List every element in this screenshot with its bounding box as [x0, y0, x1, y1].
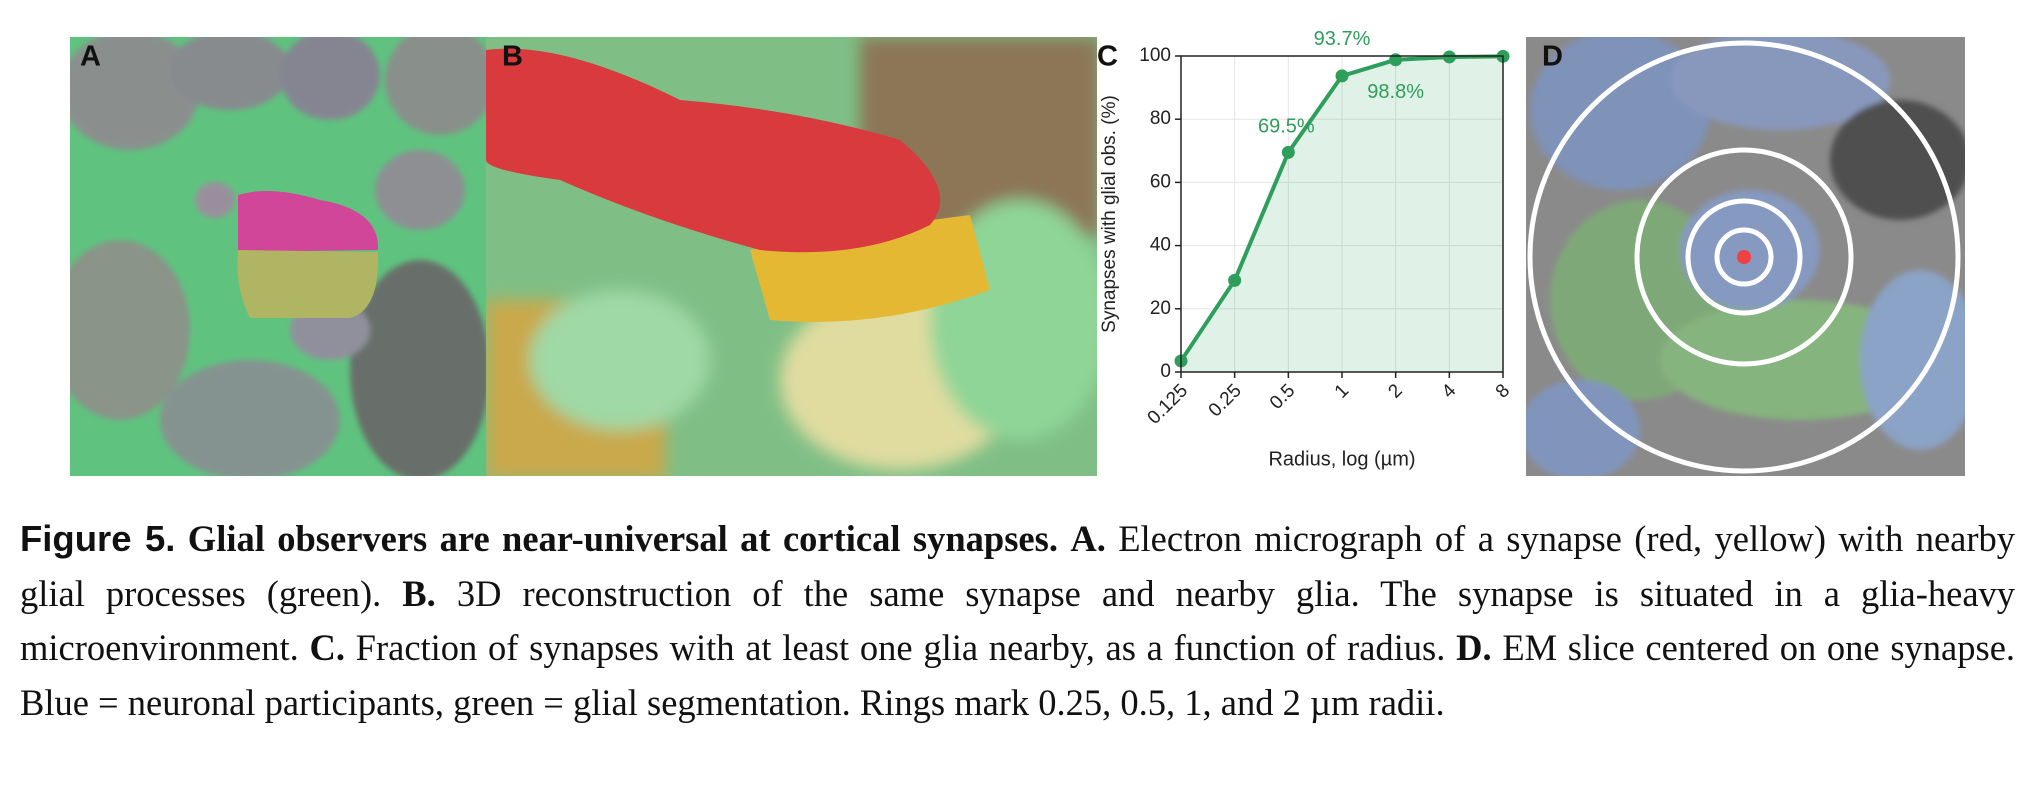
y-tick-label: 40 [1150, 235, 1171, 256]
x-tick-label: 0.5 [1266, 380, 1300, 414]
figure: A B C D 0 20 40 60 80 100 0.125 0.25 0.5 1 2 4 8 69.5… [70, 28, 1965, 476]
y-tick-label: 20 [1150, 298, 1171, 319]
caption-part-label: A. [1070, 518, 1106, 559]
chart: 0 20 40 60 80 100 0.125 0.25 0.5 1 2 4 8 69.5% 93.7% 98… [1099, 28, 1514, 470]
point [1335, 69, 1349, 83]
caption: Figure 5. Glial observers are near-unive… [20, 512, 2015, 730]
x-axis-label: Radius, log (µm) [1268, 448, 1415, 470]
y-tick-label: 80 [1150, 108, 1171, 129]
caption-part-text: Electron micrograph of a synapse (red, y… [20, 518, 2016, 614]
point [1442, 50, 1456, 64]
y-tick-label: 60 [1150, 171, 1171, 192]
point [1281, 145, 1295, 159]
x-tick-label: 0.125 [1144, 380, 1192, 428]
area [1181, 56, 1503, 372]
panel-b-image [486, 37, 1097, 476]
panel-label: A [80, 41, 101, 73]
panel-d-image [1526, 37, 1965, 476]
x-tick-label: 4 [1438, 380, 1461, 403]
caption-part-label: C. [309, 627, 345, 668]
panel-label: B [502, 41, 523, 73]
caption-label: Figure 5. [20, 518, 176, 559]
y-tick-label: 0 [1160, 361, 1171, 382]
caption-part-label: D. [1456, 627, 1492, 668]
caption-part-text: 3D reconstruction of the same synapse an… [20, 572, 2016, 669]
caption-part-text: Fraction of synapses with at least one g… [355, 627, 1446, 668]
x-tick-label: 0.25 [1205, 380, 1246, 421]
caption-title: Glial observers are near-universal at co… [187, 518, 1058, 559]
panel-label: C [1097, 41, 1118, 73]
x-tick-label: 2 [1384, 380, 1406, 402]
x-tick-label: 1 [1331, 380, 1353, 402]
value-label: 93.7% [1314, 28, 1371, 50]
caption-part-text: EM slice centered on one synapse. Blue =… [20, 627, 2016, 723]
x-tick-label: 8 [1492, 380, 1514, 402]
value-label: 69.5% [1258, 116, 1315, 138]
y-axis-label: Synapses with glial obs. (%) [1099, 95, 1120, 333]
point [1389, 53, 1403, 67]
point [1228, 273, 1242, 287]
panel-a-image [70, 37, 486, 476]
y-tick-label: 100 [1139, 45, 1171, 66]
panel-label: D [1542, 41, 1563, 73]
value-label: 98.8% [1367, 81, 1424, 103]
plot-frame [1180, 55, 1504, 373]
caption-part-label: B. [402, 572, 436, 614]
